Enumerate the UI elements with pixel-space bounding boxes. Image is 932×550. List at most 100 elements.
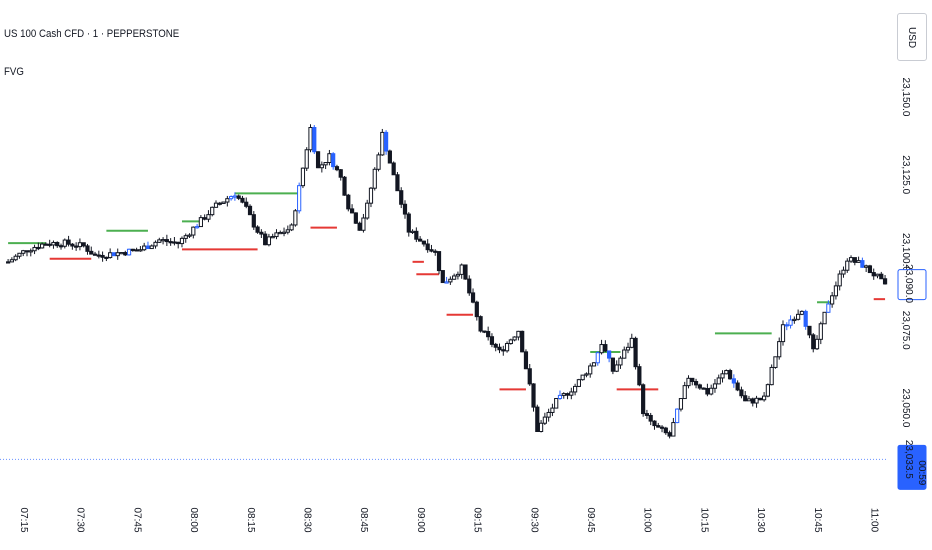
candle: [6, 259, 11, 264]
candle-body: [807, 325, 812, 336]
candle: [74, 242, 79, 251]
candle: [614, 360, 619, 373]
candle-body: [157, 239, 162, 243]
candle-body: [486, 331, 491, 338]
candle: [667, 430, 672, 439]
y-tick-label: 23,150.0: [900, 78, 911, 117]
currency-button[interactable]: USD: [897, 13, 927, 61]
candle: [516, 330, 521, 341]
candle-body: [202, 217, 207, 220]
candle-body: [213, 202, 219, 208]
candle-body: [414, 230, 419, 240]
candle-body: [104, 256, 109, 259]
candle-body: [697, 384, 702, 389]
candle-body: [251, 214, 256, 228]
candle-body: [860, 260, 865, 268]
candle-body: [701, 387, 706, 390]
candle: [387, 149, 392, 164]
candle: [414, 227, 419, 243]
candle-body: [342, 176, 347, 196]
candle-body: [762, 395, 767, 401]
candle-body: [240, 197, 245, 203]
candle-body: [17, 252, 22, 257]
candle: [32, 244, 37, 255]
candle-body: [565, 393, 570, 396]
candle-body: [346, 194, 351, 210]
candle-body: [130, 248, 135, 251]
candle-body: [206, 214, 211, 220]
candle: [727, 368, 733, 380]
candle: [659, 425, 665, 433]
indicator-label[interactable]: FVG: [4, 66, 24, 78]
candle: [300, 167, 306, 189]
candle: [637, 363, 642, 387]
chart-title: US 100 Cash CFD · 1 · PEPPERSTONE: [4, 28, 180, 40]
candle-body: [550, 407, 555, 413]
candle: [860, 257, 865, 268]
candle: [848, 255, 854, 263]
candle-body: [376, 154, 381, 170]
candle-body: [418, 238, 423, 242]
candle: [221, 201, 226, 204]
candle-body: [535, 406, 540, 432]
candle: [557, 390, 563, 400]
candle: [281, 227, 287, 237]
candle-body: [410, 230, 415, 234]
candle: [259, 229, 264, 239]
candle-body: [799, 310, 804, 315]
x-tick-label: 11:00: [869, 508, 880, 533]
x-tick-label: 07:30: [75, 507, 86, 532]
candle-body: [542, 416, 547, 424]
candle: [289, 223, 294, 232]
candle: [108, 248, 113, 259]
candle: [478, 315, 483, 333]
candle-body: [312, 127, 317, 153]
candle: [274, 229, 279, 240]
candle: [100, 251, 105, 262]
candle-body: [569, 391, 574, 396]
candle: [750, 397, 755, 407]
candle: [123, 250, 128, 257]
x-tick-label: 10:00: [642, 507, 653, 532]
candle: [618, 356, 623, 369]
candle-body: [289, 224, 294, 231]
candle-body: [452, 275, 457, 280]
candle-body: [433, 250, 438, 253]
candle-body: [837, 273, 842, 287]
y-tick-label: 23,125.0: [900, 155, 911, 194]
candle-body: [217, 202, 222, 205]
candle-body: [826, 303, 831, 313]
candle: [512, 336, 517, 342]
y-tick-label: 23,100.0: [900, 233, 911, 272]
candle-body: [338, 169, 343, 178]
candle-body: [55, 241, 60, 247]
candle-body: [51, 241, 56, 246]
candle: [799, 310, 804, 316]
candle-body: [796, 313, 801, 320]
price-label-value: 23,033.5: [903, 440, 914, 479]
candle-body: [637, 366, 642, 386]
candle: [546, 408, 551, 422]
candle-body: [399, 190, 404, 205]
candle: [554, 398, 559, 409]
candle: [470, 288, 476, 304]
candle-body: [504, 343, 510, 352]
candle-body: [198, 217, 203, 228]
x-tick-label: 08:00: [188, 507, 199, 532]
x-tick-label: 09:00: [415, 507, 426, 532]
candle: [40, 242, 45, 249]
candle-body: [70, 243, 75, 247]
candle-body: [153, 241, 158, 247]
candle: [111, 252, 117, 257]
candle-body: [123, 252, 128, 256]
candle-body: [300, 167, 306, 187]
candle: [595, 351, 600, 366]
candle: [803, 309, 808, 330]
candle-body: [538, 422, 544, 432]
candle: [312, 125, 317, 155]
candle-body: [656, 425, 661, 428]
candle: [837, 270, 842, 291]
candle-body: [871, 272, 876, 277]
candle: [796, 309, 801, 321]
